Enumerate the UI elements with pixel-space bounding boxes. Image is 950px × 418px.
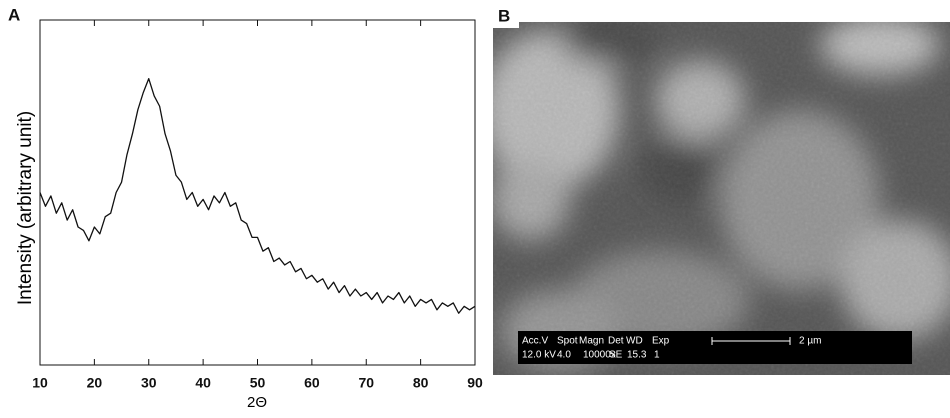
info-value: 10000x: [583, 350, 616, 361]
x-tick-label: 20: [87, 375, 103, 391]
x-tick-label: 70: [358, 375, 374, 391]
info-value: 15.3: [627, 350, 647, 361]
label-background: [493, 6, 519, 28]
x-tick-label: 30: [141, 375, 157, 391]
plot-frame: [39, 19, 476, 366]
data-line: [39, 78, 476, 314]
info-header: WD: [626, 336, 643, 347]
info-value: 4.0: [557, 350, 571, 361]
scale-label: 2 µm: [799, 336, 821, 347]
panel-label: A: [8, 5, 20, 24]
x-axis-label: 2Θ: [247, 394, 267, 411]
info-bar: [518, 331, 912, 364]
x-tick-label: 40: [195, 375, 211, 391]
y-axis-label: Intensity (arbitrary unit): [15, 111, 36, 305]
info-value: 12.0 kV: [522, 350, 556, 361]
info-header: Spot: [557, 336, 578, 347]
x-tick-label: 60: [304, 375, 320, 391]
info-value: SE: [609, 350, 623, 361]
sem-image: [493, 22, 950, 375]
x-tick-label: 10: [32, 375, 48, 391]
panel-label: B: [498, 6, 510, 25]
x-tick-label: 90: [467, 375, 483, 391]
x-tick-label: 50: [250, 375, 266, 391]
x-tick-label: 80: [413, 375, 429, 391]
info-value: 1: [654, 350, 660, 361]
info-header: Det: [608, 336, 624, 347]
info-header: Magn: [579, 336, 604, 347]
info-header: Exp: [652, 336, 670, 347]
info-header: Acc.V: [522, 336, 548, 347]
